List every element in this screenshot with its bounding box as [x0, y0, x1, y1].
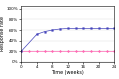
SSRI with tricyclic for non-responders [44, 31, 45, 32]
SSRI with tricyclic for non-responders [83, 28, 84, 29]
No treatment [90, 51, 92, 52]
No treatment [83, 51, 84, 52]
SSRI with tricyclic for non-responders [90, 28, 92, 29]
No treatment [59, 51, 61, 52]
No treatment [106, 51, 107, 52]
Line: No treatment: No treatment [21, 50, 115, 52]
SSRI with tricyclic for non-responders [98, 28, 99, 29]
SSRI with tricyclic for non-responders [36, 34, 38, 35]
SSRI with tricyclic for non-responders [114, 28, 115, 29]
Y-axis label: Response rate: Response rate [0, 16, 5, 52]
No treatment [28, 51, 30, 52]
SSRI with tricyclic for non-responders [21, 51, 22, 52]
No treatment [52, 51, 53, 52]
Line: SSRI with tricyclic for non-responders: SSRI with tricyclic for non-responders [21, 28, 115, 52]
No treatment [67, 51, 69, 52]
X-axis label: Time (weeks): Time (weeks) [51, 70, 84, 75]
SSRI with tricyclic for non-responders [75, 28, 76, 29]
No treatment [75, 51, 76, 52]
SSRI with tricyclic for non-responders [67, 28, 69, 29]
No treatment [44, 51, 45, 52]
No treatment [36, 51, 38, 52]
SSRI with tricyclic for non-responders [106, 28, 107, 29]
No treatment [98, 51, 99, 52]
No treatment [21, 51, 22, 52]
No treatment [114, 51, 115, 52]
